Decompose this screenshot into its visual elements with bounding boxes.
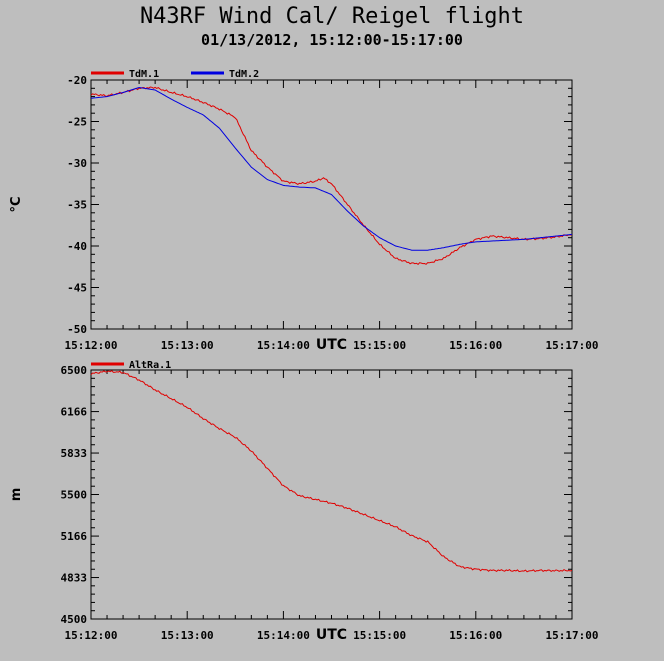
- x-tick-label: 15:12:00: [65, 629, 118, 642]
- plot-frame-1: [90, 79, 573, 330]
- plot-frame-2: [90, 369, 573, 620]
- x-tick-label: 15:13:00: [161, 629, 214, 642]
- series-line-tdm-1: [90, 86, 573, 266]
- legend-label-tdm-1: TdM.1: [129, 69, 159, 80]
- y-tick-label: -25: [67, 116, 87, 129]
- y-tick-label: -40: [67, 240, 87, 253]
- x-axis-title: UTC: [316, 627, 347, 643]
- series-line-altra-1: [90, 370, 573, 573]
- chart-subtitle: 01/13/2012, 15:12:00-15:17:00: [201, 31, 463, 49]
- y-axis-title: °C: [9, 196, 24, 212]
- y-tick-label: -35: [67, 199, 87, 212]
- y-tick-label: 5500: [61, 489, 88, 502]
- y-tick-label: 4500: [61, 613, 88, 626]
- x-tick-label: 15:17:00: [546, 629, 599, 642]
- chart-title: N43RF Wind Cal/ Reigel flight: [139, 4, 525, 29]
- y-tick-label: -45: [67, 282, 87, 295]
- x-tick-label: 15:16:00: [449, 339, 502, 352]
- x-axis-title: UTC: [316, 337, 347, 353]
- series-line-tdm-2: [90, 86, 573, 251]
- x-tick-label: 15:15:00: [353, 629, 406, 642]
- y-tick-label: 6500: [61, 364, 88, 377]
- legend-label-altra-1: AltRa.1: [129, 360, 171, 371]
- legend-label-tdm-2: TdM.2: [229, 69, 259, 80]
- y-tick-label: -30: [67, 157, 87, 170]
- y-tick-label: 4833: [61, 572, 88, 585]
- x-tick-label: 15:12:00: [65, 339, 118, 352]
- x-tick-label: 15:14:00: [257, 339, 310, 352]
- x-tick-label: 15:16:00: [449, 629, 502, 642]
- y-tick-label: 5166: [61, 530, 88, 543]
- x-tick-label: 15:17:00: [546, 339, 599, 352]
- y-tick-label: 6166: [61, 406, 88, 419]
- x-tick-label: 15:14:00: [257, 629, 310, 642]
- y-tick-label: 5833: [61, 447, 88, 460]
- y-axis-title: m: [9, 488, 24, 502]
- y-tick-label: -20: [67, 74, 87, 87]
- x-tick-label: 15:13:00: [161, 339, 214, 352]
- y-tick-label: -50: [67, 323, 87, 336]
- x-tick-label: 15:15:00: [353, 339, 406, 352]
